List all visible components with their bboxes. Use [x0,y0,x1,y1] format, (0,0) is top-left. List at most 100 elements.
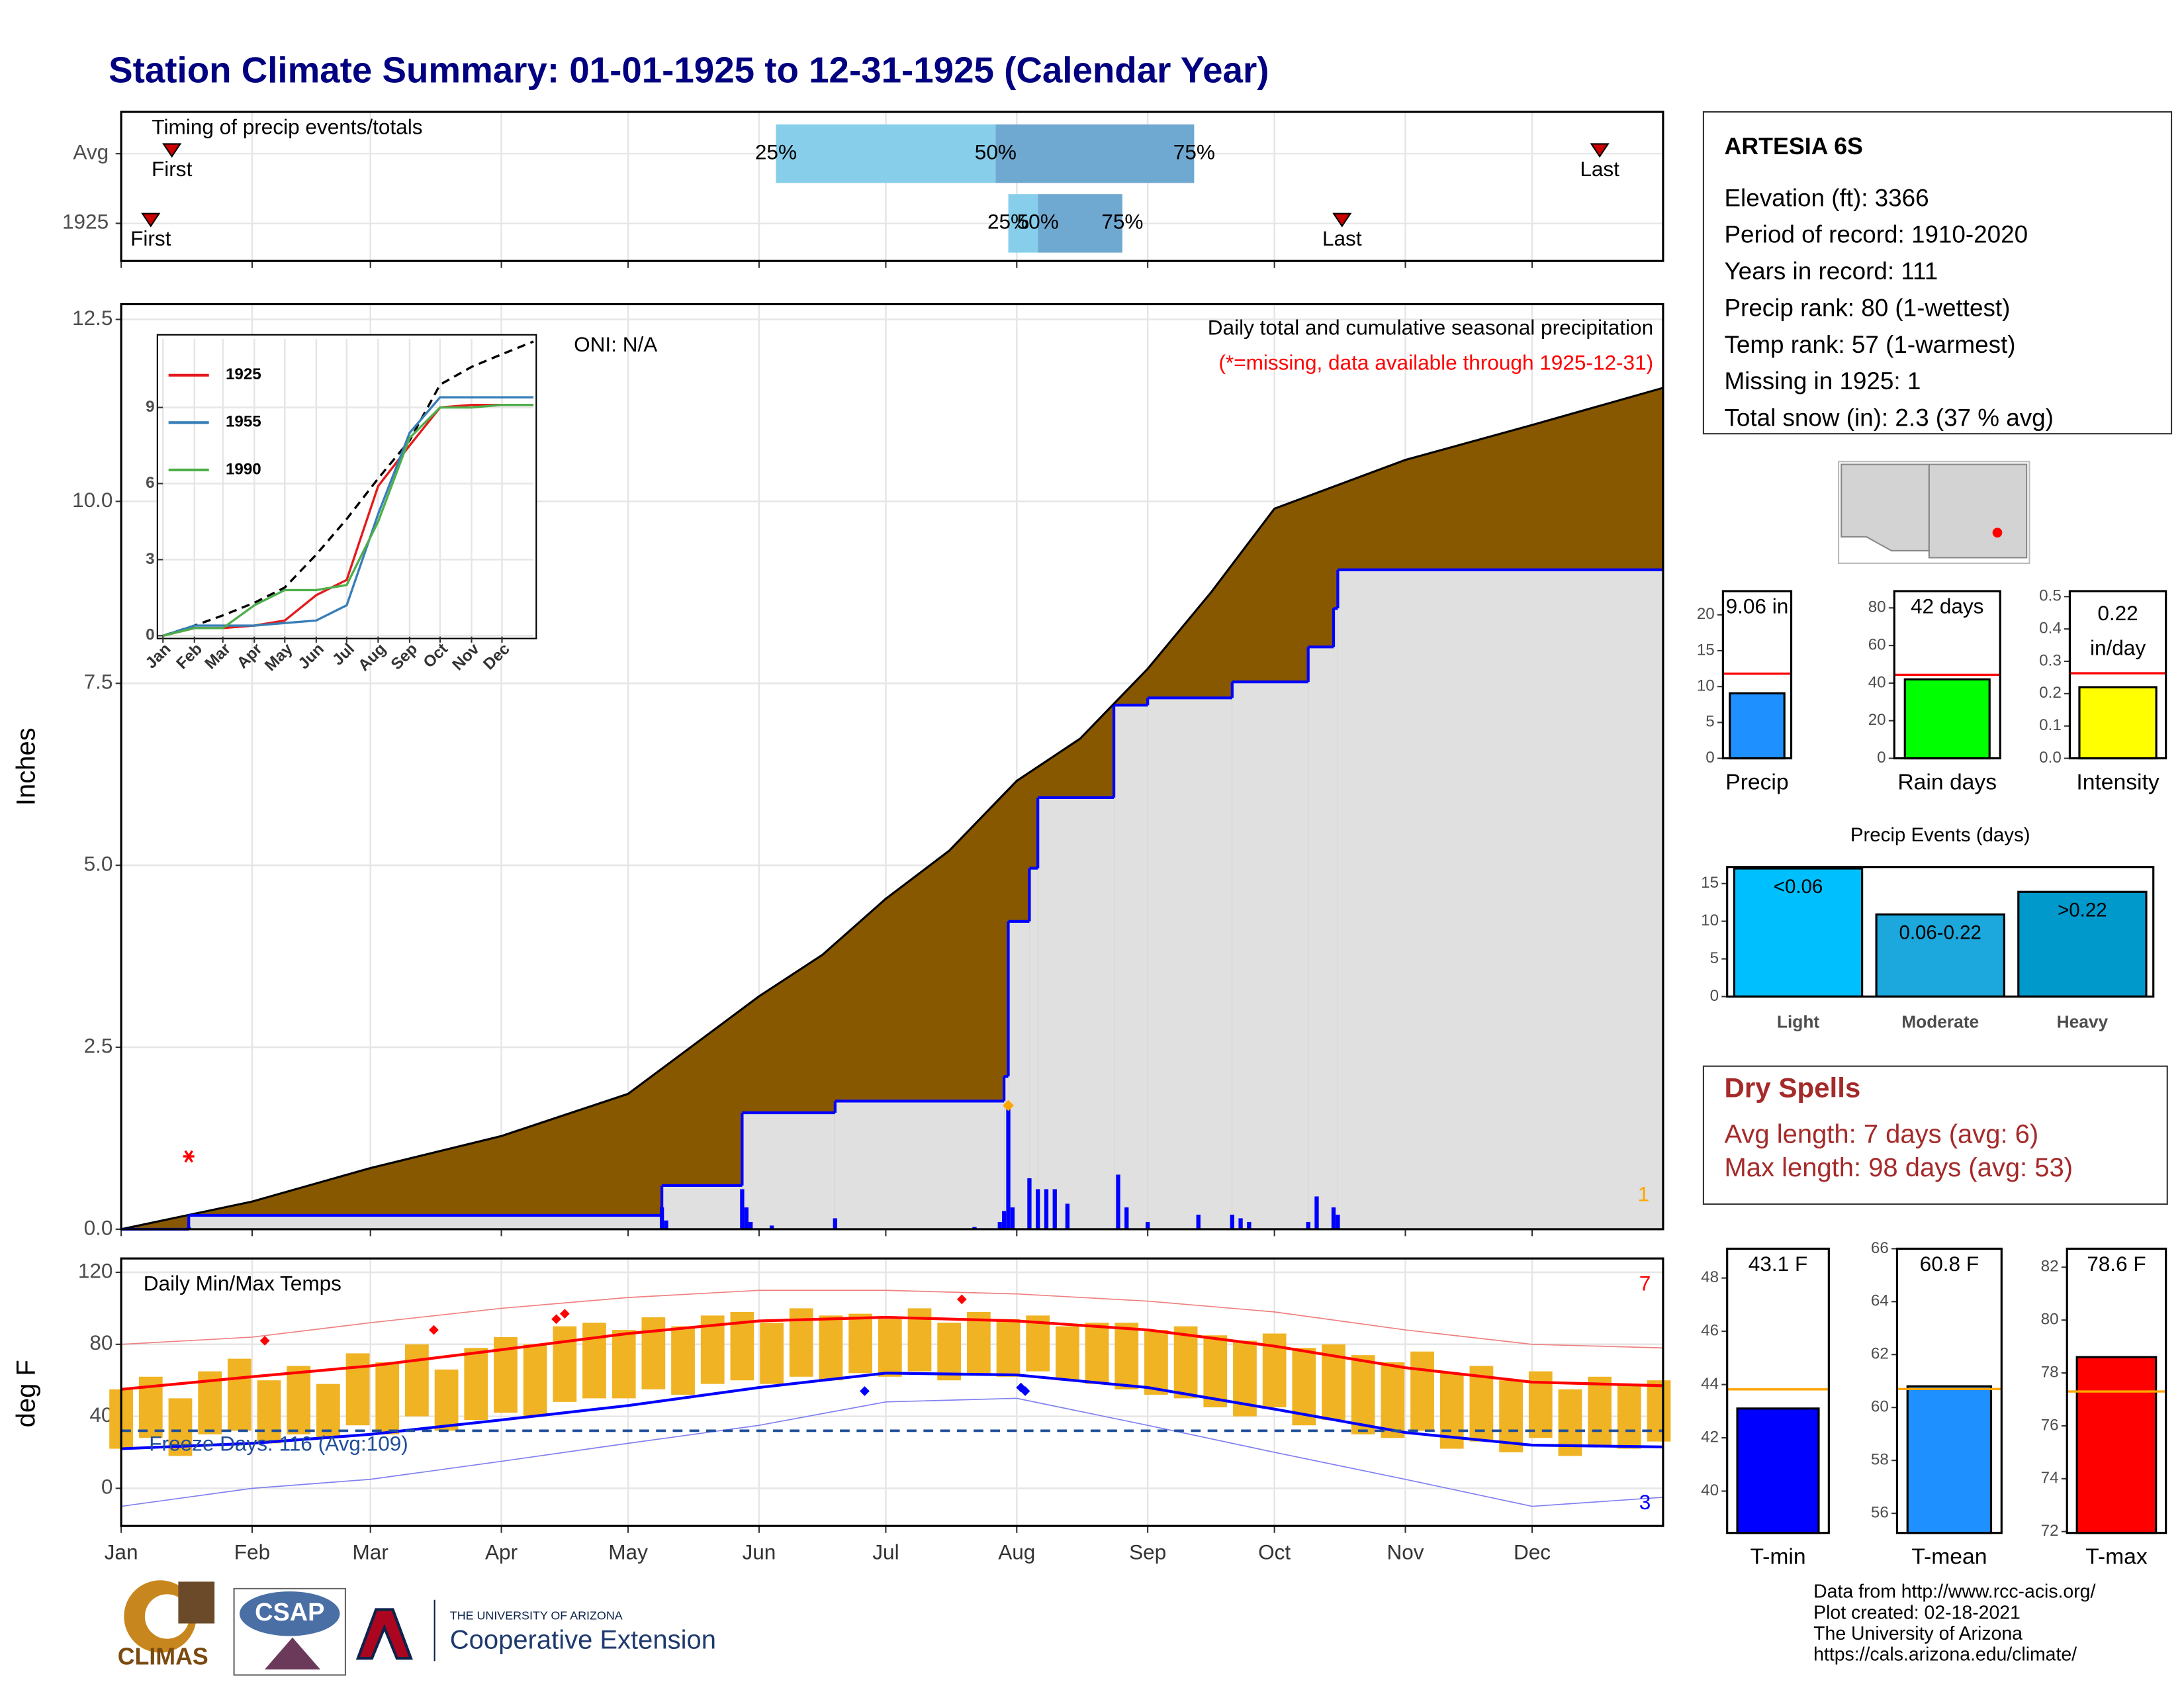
temp-range-bar [671,1326,695,1395]
panel-border [2068,590,2167,760]
record-low-count: 3 [1639,1490,1651,1514]
x-tick-label: May [608,1540,648,1564]
record-max-line [121,1289,1663,1349]
y-tick-label: 3 [146,550,154,568]
y-tick-label: 80 [2041,1311,2059,1329]
bar [2075,1356,2158,1534]
category-label: T-min [1750,1544,1805,1569]
threshold-label: 0.06-0.22 [1899,922,1981,944]
daily-bar [1044,1189,1049,1229]
daily-bar [1331,1207,1336,1229]
annotation: (*=missing, data available through 1925-… [1218,350,1653,374]
temp-range-bar [1056,1326,1079,1381]
observed-step [1029,868,1038,1229]
quartile-label: 25% [987,210,1029,234]
station-line: Missing in 1925: 1 [1724,367,1921,395]
category-label: Intensity [2076,770,2160,794]
first-marker [141,212,161,228]
first-marker [162,143,182,158]
temp-range-bar [1499,1380,1523,1452]
footer-line: https://cals.arizona.edu/climate/ [1813,1644,2077,1665]
annotation: Timing of precip events/totals [152,115,422,139]
y-axis-label: Inches [12,727,41,806]
station-line: Temp rank: 57 (1-warmest) [1724,331,2015,358]
page-title: Station Climate Summary: 01-01-1925 to 1… [109,50,1269,91]
temp-range-bar [1115,1323,1139,1389]
temp-range-bar [1381,1362,1405,1438]
y-tick-label: 40 [1868,673,1886,691]
annotation: ONI: N/A [574,332,657,356]
normal-min-line [121,1372,1663,1450]
record-day-marker [259,1336,270,1346]
y-tick-label: 40 [1701,1481,1719,1499]
x-tick-label: Nov [1387,1540,1424,1564]
daily-bar [833,1218,837,1229]
value-label: 43.1 F [1749,1252,1807,1276]
y-tick-label: 48 [1701,1268,1719,1286]
y-tick-label: 60 [1871,1398,1889,1416]
footer-line: The University of Arizona [1813,1623,2023,1644]
temp-range-bar [1144,1330,1168,1395]
annotation: Daily total and cumulative seasonal prec… [1208,316,1653,340]
y-tick-label: 80 [89,1331,113,1354]
quartile-label: 25% [755,140,797,164]
y-tick-label: 20 [1697,605,1715,623]
y-tick-label: 0 [101,1475,113,1499]
y-tick-label: 58 [1871,1451,1889,1469]
row-label: Avg [73,140,109,164]
observed-step [1338,569,1663,1229]
observed-step [1148,698,1232,1229]
panel-border [1726,1247,1830,1534]
daily-bar [749,1221,753,1229]
y-tick-label: 0.0 [2039,749,2062,767]
temp-range-bar [1173,1326,1198,1399]
y-tick-label: 44 [1701,1375,1719,1393]
panel-border [1726,866,2155,998]
x-tick-label: Sep [1129,1540,1166,1564]
last-marker [1590,143,1610,158]
daily-bar [659,1207,664,1229]
y-tick-label: 78 [2041,1363,2059,1381]
x-tick-label: Jan [105,1540,138,1564]
bar [1736,1407,1820,1534]
legend-label: 1955 [226,413,261,431]
panel-title: Daily Min/Max Temps [144,1271,341,1295]
daily-bar [1336,1214,1340,1229]
panel-border [120,1257,1664,1527]
y-tick-label: 64 [1871,1292,1889,1310]
y-tick-label: 56 [1871,1504,1889,1522]
observed-step [1334,608,1338,1229]
daily-bar [1196,1214,1201,1229]
quartile-label: 75% [1173,140,1215,164]
logo-text: CLIMAS [118,1644,208,1670]
y-tick-label: 60 [1868,636,1886,654]
threshold-label: <0.06 [1774,876,1823,898]
x-tick-label: Aug [998,1540,1035,1564]
quartile-label: 75% [1101,210,1143,234]
temp-range-bar [464,1348,488,1421]
threshold-label: >0.22 [2058,900,2107,921]
dry-spell-line: Avg length: 7 days (avg: 6) [1724,1119,2038,1149]
value-label: 0.22 [2097,601,2138,625]
y-tick-label: 7.5 [84,670,113,694]
quartile-bar [1038,194,1122,253]
daily-bar [1124,1207,1129,1229]
station-line: Total snow (in): 2.3 (37 % avg) [1724,404,2053,431]
station-line: Years in record: 111 [1724,258,1938,285]
bar [2078,686,2158,760]
temp-range-bar [1203,1335,1228,1407]
record-high-count: 7 [1639,1271,1651,1295]
observed-step [1114,705,1148,1229]
daily-bar [1065,1203,1070,1229]
dry-spells-title: Dry Spells [1724,1072,1860,1103]
station-name: ARTESIA 6S [1724,133,1862,160]
temp-range-bar [405,1344,429,1417]
last-label: Last [1580,157,1619,181]
first-label: First [152,157,193,181]
x-tick-label: Jul [872,1540,899,1564]
observed-step [742,1113,835,1229]
observed-step [1308,647,1334,1229]
category-label: T-mean [1911,1544,1987,1569]
temp-range-bar [553,1326,577,1402]
daily-bar [1306,1221,1310,1229]
